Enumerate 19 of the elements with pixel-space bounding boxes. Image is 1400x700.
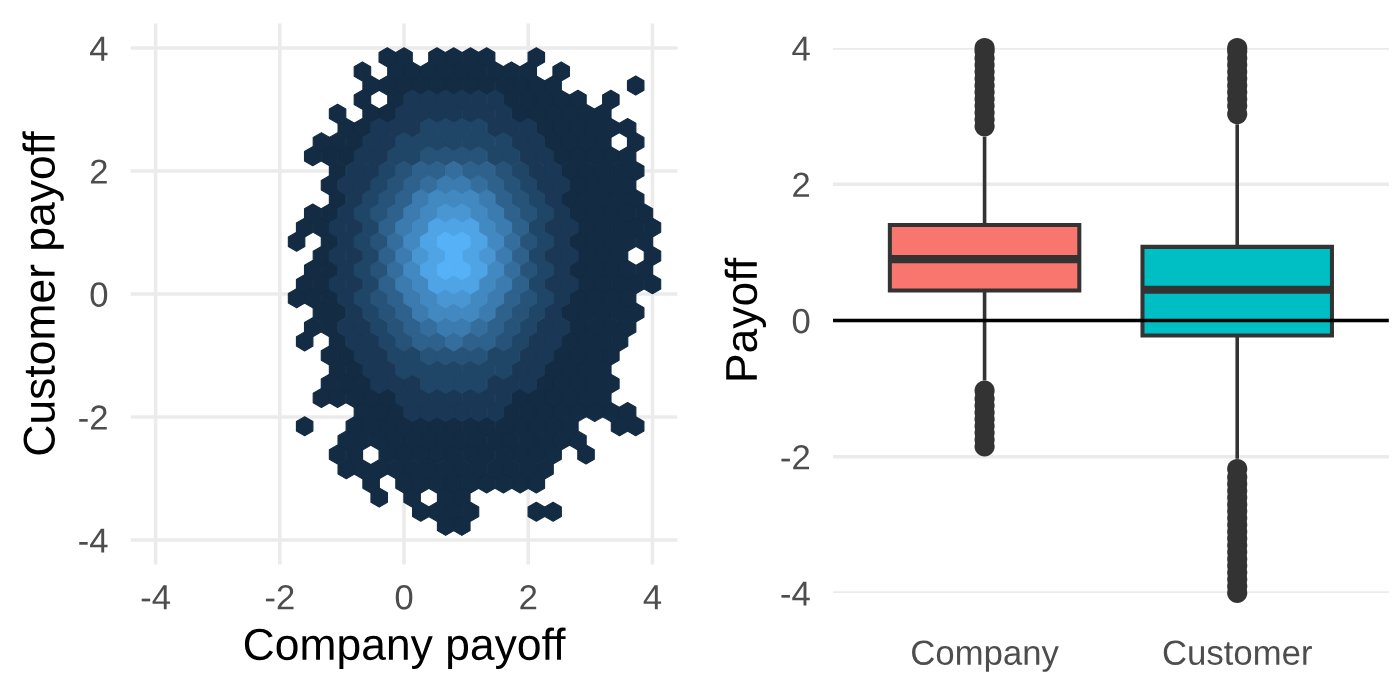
y-tick-label: 2 bbox=[793, 172, 810, 197]
x-tick-label: -2 bbox=[265, 584, 294, 610]
x-axis-title: Company payoff bbox=[244, 627, 566, 669]
x-tick-label: 2 bbox=[520, 584, 537, 610]
y-tick-label: -2 bbox=[79, 405, 107, 430]
y-axis-title: Customer payoff bbox=[22, 131, 64, 455]
y-tick-label: 4 bbox=[90, 36, 108, 61]
y-tick-label: -4 bbox=[79, 528, 108, 553]
y-tick-label: 2 bbox=[90, 159, 107, 184]
x-tick-label: 4 bbox=[643, 585, 662, 610]
x-tick-label: 0 bbox=[395, 584, 413, 610]
x-tick-label: Customer bbox=[1163, 640, 1312, 665]
y-axis-title: Payoff bbox=[724, 257, 767, 380]
x-tick-label: -4 bbox=[141, 585, 171, 610]
y-tick-label: 0 bbox=[792, 308, 810, 334]
x-tick-label: Company bbox=[912, 640, 1059, 672]
y-tick-label: 4 bbox=[792, 36, 810, 61]
y-tick-label: 0 bbox=[90, 282, 108, 307]
y-tick-label: -2 bbox=[781, 445, 810, 470]
